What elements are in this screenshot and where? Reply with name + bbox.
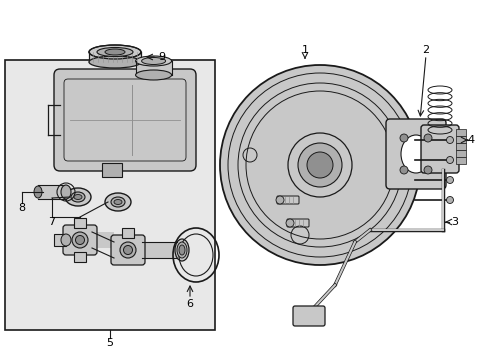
Circle shape: [399, 134, 407, 142]
Ellipse shape: [105, 49, 125, 55]
FancyBboxPatch shape: [276, 196, 298, 204]
Bar: [455, 136, 465, 143]
Ellipse shape: [135, 70, 171, 80]
Ellipse shape: [72, 232, 88, 248]
Circle shape: [306, 152, 332, 178]
Text: 1: 1: [301, 45, 308, 55]
Ellipse shape: [120, 242, 136, 258]
Bar: [135, 61, 171, 75]
Bar: [74, 218, 86, 228]
Circle shape: [446, 197, 452, 203]
FancyBboxPatch shape: [111, 235, 145, 265]
FancyBboxPatch shape: [420, 125, 458, 173]
Text: 4: 4: [467, 135, 473, 145]
Bar: [455, 150, 465, 157]
Ellipse shape: [142, 58, 165, 64]
Bar: [74, 252, 86, 262]
Bar: [455, 143, 465, 150]
Circle shape: [446, 157, 452, 163]
Ellipse shape: [61, 234, 71, 246]
Text: 2: 2: [422, 45, 428, 55]
Ellipse shape: [89, 56, 141, 68]
Ellipse shape: [105, 193, 131, 211]
Bar: [38, 185, 66, 199]
Ellipse shape: [111, 197, 125, 207]
Ellipse shape: [97, 48, 133, 57]
Circle shape: [297, 143, 341, 187]
Ellipse shape: [71, 192, 85, 202]
Text: 7: 7: [48, 217, 56, 227]
Bar: [102, 163, 122, 177]
Text: 3: 3: [450, 217, 458, 227]
Bar: [54, 234, 66, 246]
Circle shape: [220, 65, 419, 265]
Circle shape: [446, 136, 452, 144]
Ellipse shape: [179, 245, 184, 255]
Bar: [89, 52, 141, 62]
Ellipse shape: [175, 239, 189, 261]
Ellipse shape: [34, 186, 42, 198]
Bar: [5, 60, 215, 330]
Ellipse shape: [65, 188, 91, 206]
Text: 6: 6: [186, 299, 193, 309]
Text: 8: 8: [19, 203, 25, 213]
Bar: [142, 242, 182, 258]
Circle shape: [423, 134, 431, 142]
Ellipse shape: [177, 242, 186, 258]
Ellipse shape: [135, 56, 171, 66]
Bar: [92, 232, 114, 248]
FancyBboxPatch shape: [385, 119, 445, 189]
Ellipse shape: [123, 246, 132, 255]
Bar: [455, 157, 465, 164]
Circle shape: [446, 176, 452, 184]
Ellipse shape: [400, 135, 430, 173]
FancyBboxPatch shape: [286, 219, 308, 227]
Circle shape: [399, 166, 407, 174]
Bar: [122, 228, 134, 238]
FancyBboxPatch shape: [54, 69, 196, 171]
Ellipse shape: [74, 194, 82, 199]
Ellipse shape: [89, 45, 141, 59]
Bar: [455, 129, 465, 136]
FancyBboxPatch shape: [63, 225, 97, 255]
Circle shape: [287, 133, 351, 197]
Text: 9: 9: [158, 52, 165, 62]
Ellipse shape: [61, 185, 71, 199]
Circle shape: [285, 219, 293, 227]
FancyBboxPatch shape: [292, 306, 325, 326]
Circle shape: [423, 166, 431, 174]
Circle shape: [275, 196, 284, 204]
Text: 5: 5: [106, 338, 113, 348]
Ellipse shape: [114, 199, 122, 204]
Ellipse shape: [75, 235, 84, 244]
